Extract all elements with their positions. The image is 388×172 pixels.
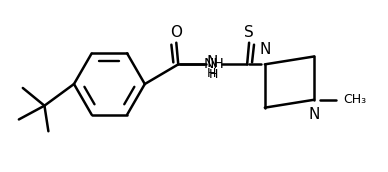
Text: S: S — [244, 25, 254, 40]
Text: H: H — [209, 68, 218, 81]
Text: O: O — [170, 25, 182, 40]
Text: H: H — [207, 67, 217, 80]
Text: NH: NH — [203, 57, 224, 71]
Text: CH₃: CH₃ — [343, 93, 367, 106]
Text: N: N — [308, 107, 320, 122]
Text: N: N — [206, 55, 217, 70]
Text: N: N — [259, 42, 270, 57]
